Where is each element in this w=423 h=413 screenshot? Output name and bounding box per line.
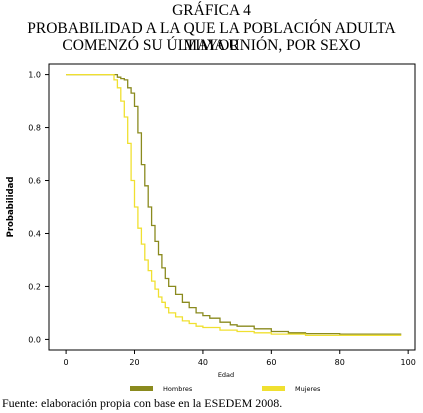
x-tick-label: 40	[198, 358, 208, 367]
y-tick-label: 1.0	[28, 71, 41, 80]
x-axis-label: Edad	[218, 371, 234, 379]
legend-label-mujeres: Mujeres	[295, 385, 321, 393]
chart-title-line-2: PROBABILIDAD A LA QUE LA POBLACIÓN ADULT…	[27, 20, 396, 54]
x-tick-label: 80	[335, 358, 345, 367]
legend-swatch-mujeres	[262, 386, 285, 391]
chart-svg: 0 20 40 60 80 100 0.0 0.2 0.4 0.6 0.8 1.0 Edad Probab…	[6, 63, 416, 393]
x-tick-label: 60	[266, 358, 276, 367]
chart-title-line-1: GRÁFICA 4	[172, 2, 251, 19]
y-tick-label: 0.2	[28, 282, 41, 291]
y-tick-label: 0.8	[28, 124, 41, 133]
x-tick-label: 100	[401, 358, 416, 367]
x-tick-label: 0	[64, 358, 69, 367]
chart-title-line-3: COMENZÓ SU ÚLTIMA UNIÓN, POR SEXO	[62, 37, 361, 54]
series-line-mujeres	[66, 73, 402, 337]
x-tick-label: 20	[129, 358, 139, 367]
y-tick-label: 0.6	[28, 177, 41, 186]
y-tick-label: 0.0	[28, 335, 41, 344]
y-axis-label: Probabilidad	[6, 177, 16, 238]
plot-frame	[48, 63, 416, 351]
series-line-hombres	[66, 73, 402, 335]
source-note: Fuente: elaboración propia con base en l…	[2, 396, 283, 410]
legend-swatch-hombres	[130, 386, 153, 391]
y-tick-label: 0.4	[28, 229, 41, 238]
legend-label-hombres: Hombres	[163, 385, 193, 393]
